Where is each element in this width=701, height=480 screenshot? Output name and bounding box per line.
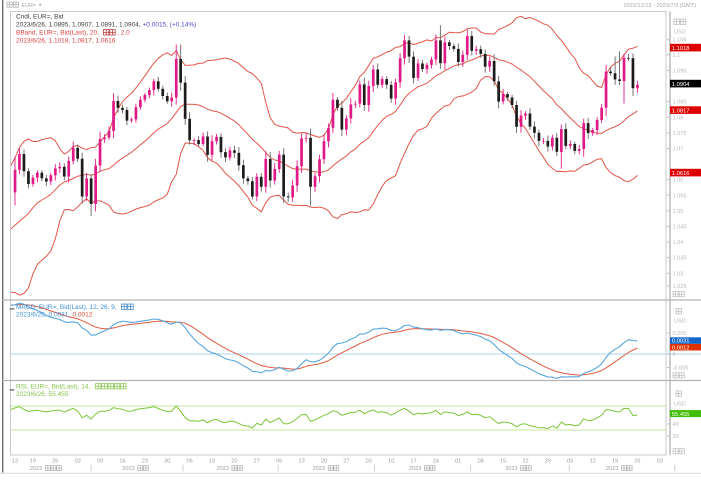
svg-text:1.095: 1.095 <box>673 69 687 75</box>
svg-text:1.045: 1.045 <box>673 225 687 231</box>
svg-text:15: 15 <box>500 459 506 465</box>
svg-text:Cndl, EUR=, Bid: Cndl, EUR=, Bid <box>16 14 64 21</box>
svg-text:27: 27 <box>254 459 260 465</box>
svg-text:-0.005: -0.005 <box>673 366 689 372</box>
svg-text:2022/12/13 - 2023/7/3 (GMT): 2022/12/13 - 2023/7/3 (GMT) <box>624 3 697 9</box>
svg-text:1.04: 1.04 <box>673 240 684 246</box>
svg-text:08: 08 <box>478 459 484 465</box>
svg-text:0: 0 <box>673 352 676 358</box>
svg-text:2023: 2023 <box>409 466 421 472</box>
svg-text:1.1018: 1.1018 <box>672 46 690 52</box>
svg-text:1.055: 1.055 <box>673 193 687 199</box>
svg-text:BBand, EUR=, Bid(Last), 20,: BBand, EUR=, Bid(Last), 20, <box>16 30 99 37</box>
svg-text:1.0904: 1.0904 <box>672 82 691 88</box>
svg-text:1.075: 1.075 <box>673 131 687 137</box>
svg-text:24: 24 <box>433 459 439 465</box>
svg-text:2023/6/26, 55.455: 2023/6/26, 55.455 <box>16 391 69 398</box>
svg-text:26: 26 <box>52 459 58 465</box>
svg-text:1.025: 1.025 <box>673 284 687 290</box>
svg-text:2023/6/26, 0.0031,: 2023/6/26, 0.0031, <box>16 312 70 319</box>
svg-text:2023: 2023 <box>122 466 134 472</box>
svg-text:1.085: 1.085 <box>673 100 687 106</box>
svg-text:2023/6/26, 1.1018, 1.0817, 1.0: 2023/6/26, 1.1018, 1.0817, 1.0616 <box>16 38 116 45</box>
svg-text:0.005: 0.005 <box>673 331 687 337</box>
svg-text:40: 40 <box>673 422 679 428</box>
svg-text:19: 19 <box>612 459 618 465</box>
svg-text:2023: 2023 <box>313 466 325 472</box>
svg-text:1.035: 1.035 <box>673 256 687 262</box>
svg-text:1.1: 1.1 <box>673 53 681 59</box>
svg-text:13: 13 <box>298 459 304 465</box>
svg-text:09: 09 <box>97 459 103 465</box>
svg-text:MACD, EUR=, Bid(Last), 12, 26: MACD, EUR=, Bid(Last), 12, 26, 9, <box>16 304 117 311</box>
svg-text:20: 20 <box>673 434 679 440</box>
svg-text:06: 06 <box>276 459 282 465</box>
svg-text:2023/6/26, 1.0895, 1.0907, 1.0: 2023/6/26, 1.0895, 1.0907, 1.0891, 1.090… <box>16 22 141 29</box>
svg-text:RSI, EUR=, Bid(Last), 14,: RSI, EUR=, Bid(Last), 14, <box>16 384 90 391</box>
svg-text:16: 16 <box>119 459 125 465</box>
svg-text:02: 02 <box>75 459 81 465</box>
svg-text:03: 03 <box>366 459 372 465</box>
svg-text:1.05: 1.05 <box>673 209 684 215</box>
svg-text:1.0817: 1.0817 <box>672 108 690 114</box>
svg-text:03: 03 <box>657 459 663 465</box>
svg-text:1.08: 1.08 <box>673 115 684 121</box>
svg-text:1.0616: 1.0616 <box>672 171 690 177</box>
svg-text:1.06: 1.06 <box>673 178 684 184</box>
svg-text:2023: 2023 <box>216 466 228 472</box>
svg-text:2023: 2023 <box>606 466 618 472</box>
svg-text:USD: USD <box>674 401 686 407</box>
svg-text:10: 10 <box>388 459 394 465</box>
svg-text:01: 01 <box>455 459 461 465</box>
svg-text:USD: USD <box>674 318 686 324</box>
svg-text:29: 29 <box>545 459 551 465</box>
svg-text:1.07: 1.07 <box>673 147 684 153</box>
svg-text:27: 27 <box>343 459 349 465</box>
svg-text:17: 17 <box>410 459 416 465</box>
svg-text:0.0012: 0.0012 <box>73 312 93 319</box>
svg-text:05: 05 <box>567 459 573 465</box>
svg-text:USD: USD <box>674 29 686 35</box>
svg-text:0.0012: 0.0012 <box>672 345 690 351</box>
svg-text:06: 06 <box>186 459 192 465</box>
svg-text:EUR=: EUR= <box>22 3 37 9</box>
svg-text:22: 22 <box>522 459 528 465</box>
svg-text:0.0031: 0.0031 <box>672 339 690 345</box>
svg-text:1.105: 1.105 <box>673 37 687 43</box>
svg-text:12: 12 <box>590 459 596 465</box>
svg-text:13: 13 <box>209 459 215 465</box>
svg-text:13: 13 <box>12 459 18 465</box>
svg-text:20: 20 <box>321 459 327 465</box>
svg-text:55.455: 55.455 <box>672 412 690 418</box>
svg-text:30: 30 <box>164 459 170 465</box>
svg-text:20: 20 <box>231 459 237 465</box>
svg-text:23: 23 <box>142 459 148 465</box>
svg-text:1.03: 1.03 <box>673 271 684 277</box>
svg-text:19: 19 <box>30 459 36 465</box>
svg-text:26: 26 <box>634 459 640 465</box>
svg-text:2022: 2022 <box>30 466 42 472</box>
svg-text:+0.0015, (+0.14%): +0.0015, (+0.14%) <box>143 22 197 29</box>
svg-text:, 2.0: , 2.0 <box>117 30 130 37</box>
svg-text:2023: 2023 <box>505 466 517 472</box>
